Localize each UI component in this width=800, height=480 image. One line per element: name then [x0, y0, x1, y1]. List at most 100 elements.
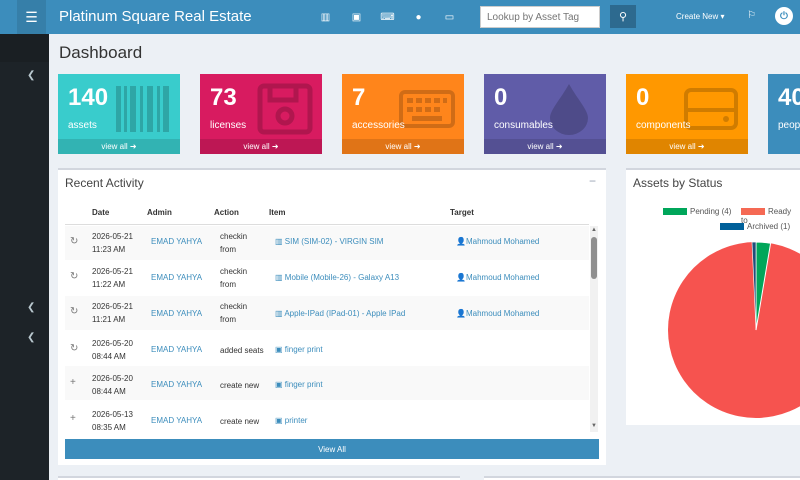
chevron-left-icon[interactable]: ❮: [27, 302, 36, 313]
floppy-disk-icon: [257, 83, 313, 135]
sidebar-top: [0, 34, 49, 62]
tint-icon: [550, 84, 588, 135]
admin-link[interactable]: EMAD YAHYA: [151, 416, 203, 425]
minus-icon[interactable]: −: [588, 174, 596, 188]
stat-tile-components[interactable]: 0 components view all ➜: [626, 74, 748, 154]
floppy-disk-icon: ▣: [275, 345, 285, 354]
admin-link[interactable]: EMAD YAHYA: [151, 309, 203, 318]
stat-tile-assets[interactable]: 140 assets view all ➜: [58, 74, 180, 154]
search-button[interactable]: ⚲: [610, 5, 636, 28]
barcode-icon: ▥: [275, 237, 285, 246]
row-date: 2026-05-13: [92, 410, 133, 419]
item-link[interactable]: ▥ Apple-IPad (IPad-01) - Apple IPad: [275, 309, 406, 318]
sidebar: ❮ ❮ ❮: [0, 34, 49, 480]
stat-label: assets: [68, 120, 97, 131]
target-link[interactable]: 👤Mahmoud Mohamed: [456, 273, 540, 282]
user-icon: 👤: [456, 273, 466, 282]
quick-links: ▥ ▣ ⌨ ● ▭: [310, 0, 465, 34]
row-action-detail: from: [220, 280, 236, 289]
target-link[interactable]: 👤Mahmoud Mohamed: [456, 309, 540, 318]
legend-item-pending[interactable]: Pending (4): [663, 207, 731, 216]
plus-icon: +: [70, 377, 76, 388]
scroll-down-arrow-icon[interactable]: ▼: [591, 423, 597, 429]
admin-link[interactable]: EMAD YAHYA: [151, 380, 203, 389]
view-all-link[interactable]: view all ➜: [342, 139, 464, 154]
asset-tag-search-input[interactable]: [480, 6, 600, 28]
item-link[interactable]: ▥ Mobile (Mobile-26) - Galaxy A13: [275, 273, 400, 282]
column-header-admin[interactable]: Admin: [147, 208, 172, 217]
tint-icon[interactable]: ●: [415, 11, 422, 23]
stat-tile-licenses[interactable]: 73 licenses view all ➜: [200, 74, 322, 154]
scrollbar-track[interactable]: [590, 226, 598, 432]
pie-slice-ready[interactable]: [668, 242, 800, 418]
table-row: + 2026-05-20 08:44 AM EMAD YAHYA create …: [65, 366, 589, 400]
create-new-dropdown[interactable]: Create New ▾: [676, 12, 725, 21]
power-icon[interactable]: ⏻: [775, 7, 793, 25]
column-header-target[interactable]: Target: [450, 208, 474, 217]
chevron-left-icon[interactable]: ❮: [27, 70, 36, 81]
search-icon: ⚲: [618, 11, 628, 23]
scroll-up-arrow-icon[interactable]: ▲: [591, 227, 597, 233]
row-action: added seats: [220, 346, 264, 355]
barcode-icon[interactable]: ▥: [320, 11, 331, 23]
keyboard-icon[interactable]: ⌨: [380, 11, 395, 23]
item-link[interactable]: ▣ printer: [275, 416, 308, 425]
row-time: 08:44 AM: [92, 387, 126, 396]
row-time: 11:22 AM: [92, 280, 126, 289]
row-date: 2026-05-21: [92, 267, 133, 276]
scrollbar-thumb[interactable]: [591, 237, 597, 279]
next-box-edge: [58, 476, 460, 480]
refresh-icon: ↻: [70, 343, 79, 354]
stat-tile-accessories[interactable]: 7 accessories view all ➜: [342, 74, 464, 154]
barcode-icon: ▥: [275, 309, 285, 318]
admin-link[interactable]: EMAD YAHYA: [151, 273, 203, 282]
legend-item-archived[interactable]: Archived (1): [720, 222, 790, 231]
item-link[interactable]: ▣ finger print: [275, 380, 323, 389]
row-date: 2026-05-21: [92, 232, 133, 241]
stat-count: 40: [778, 84, 800, 111]
page-title: Dashboard: [59, 43, 143, 62]
stat-count: 7: [352, 84, 366, 111]
floppy-disk-icon: ▣: [275, 416, 285, 425]
stat-label: licenses: [210, 120, 247, 131]
view-all-button[interactable]: View All: [65, 439, 599, 459]
pie-slice-archived[interactable]: [751, 241, 757, 331]
item-link[interactable]: ▥ SIM (SIM-02) - VIRGIN SIM: [275, 237, 384, 246]
floppy-disk-icon[interactable]: ▣: [351, 11, 362, 23]
column-header-action[interactable]: Action: [214, 208, 239, 217]
column-header-item[interactable]: Item: [269, 208, 286, 217]
admin-link[interactable]: EMAD YAHYA: [151, 237, 203, 246]
table-row: ↻ 2026-05-21 11:23 AM EMAD YAHYA checkin…: [65, 226, 589, 260]
target-link[interactable]: 👤Mahmoud Mohamed: [456, 237, 540, 246]
view-all-link[interactable]: view all ➜: [626, 139, 748, 154]
header-divider: [65, 224, 589, 225]
admin-link[interactable]: EMAD YAHYA: [151, 345, 203, 354]
hamburger-menu-icon[interactable]: ☰: [17, 0, 46, 34]
stat-label: peop: [778, 120, 800, 131]
stat-label: consumables: [494, 120, 553, 131]
view-all-link[interactable]: view all ➜: [200, 139, 322, 154]
item-link[interactable]: ▣ finger print: [275, 345, 323, 354]
plus-icon: +: [70, 413, 76, 424]
stat-count: 140: [68, 84, 109, 111]
brand-title[interactable]: Platinum Square Real Estate: [59, 8, 252, 25]
row-time: 08:35 AM: [92, 423, 126, 432]
flag-icon[interactable]: ⚐: [747, 10, 756, 21]
row-date: 2026-05-20: [92, 374, 133, 383]
floppy-disk-icon: ▣: [275, 380, 285, 389]
view-all-link[interactable]: view all ➜: [484, 139, 606, 154]
hdd-icon[interactable]: ▭: [444, 11, 455, 23]
user-icon: 👤: [456, 309, 466, 318]
legend-swatch: [663, 208, 687, 215]
stat-tile-people[interactable]: 40 peop: [768, 74, 800, 154]
chevron-left-icon[interactable]: ❮: [27, 332, 36, 343]
user-icon: 👤: [456, 237, 466, 246]
refresh-icon: ↻: [70, 271, 79, 282]
view-all-link[interactable]: view all ➜: [58, 139, 180, 154]
stat-tile-consumables[interactable]: 0 consumables view all ➜: [484, 74, 606, 154]
stat-count: 73: [210, 84, 237, 111]
legend-item-ready[interactable]: Ready to: [741, 207, 792, 225]
column-header-date[interactable]: Date: [92, 208, 110, 217]
stat-count: 0: [636, 84, 650, 111]
box-title: Recent Activity: [65, 176, 144, 190]
